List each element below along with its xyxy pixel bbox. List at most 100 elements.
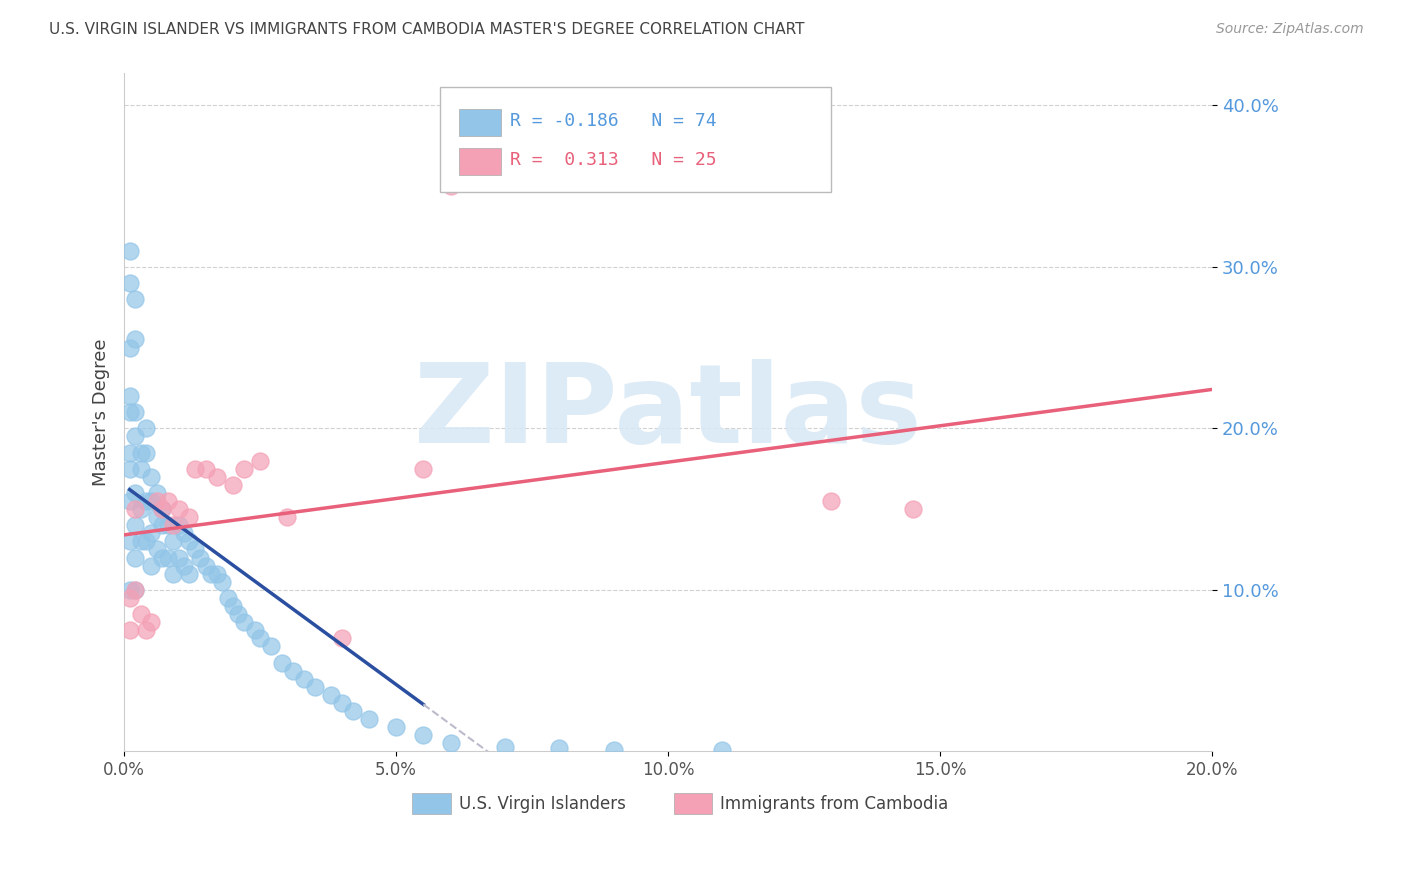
Text: U.S. Virgin Islanders: U.S. Virgin Islanders [460,795,626,813]
Point [118,405,141,419]
Point [162,534,184,549]
Bar [673,793,711,814]
Point [217,591,239,605]
Point [232,461,254,475]
Point [357,712,380,726]
Point [548,741,571,756]
Text: R =  0.313   N = 25: R = 0.313 N = 25 [510,151,717,169]
Point [118,276,141,290]
Point [179,566,201,581]
Point [118,534,141,549]
Point [330,632,353,646]
Point [211,574,233,589]
Point [141,470,163,484]
Point [124,486,146,500]
Point [118,582,141,597]
Point [124,429,146,443]
Point [276,510,298,524]
Point [820,494,842,508]
Point [118,591,141,605]
Point [494,739,516,754]
Point [205,566,228,581]
Point [141,494,163,508]
Point [292,672,315,686]
Point [118,624,141,638]
Point [129,461,152,475]
Point [150,502,173,516]
Point [901,502,924,516]
Point [118,461,141,475]
Point [118,341,141,355]
Bar [460,147,501,175]
Point [124,550,146,565]
Point [167,518,190,533]
Point [439,179,461,194]
Point [141,526,163,541]
Point [194,461,217,475]
Point [243,624,266,638]
Point [129,607,152,621]
Point [129,534,152,549]
Y-axis label: Master's Degree: Master's Degree [93,338,110,486]
Point [146,510,169,524]
Point [150,502,173,516]
Point [124,582,146,597]
Point [135,624,157,638]
Point [124,405,146,419]
Point [439,736,461,750]
Point [156,550,179,565]
Point [173,526,195,541]
Point [118,389,141,403]
Point [249,632,271,646]
Bar [460,109,501,136]
Point [129,502,152,516]
Text: Source: ZipAtlas.com: Source: ZipAtlas.com [1216,22,1364,37]
Point [711,743,734,757]
Point [184,542,207,557]
Point [281,664,304,678]
Text: Immigrants from Cambodia: Immigrants from Cambodia [720,795,949,813]
Point [228,607,250,621]
Point [179,534,201,549]
Point [129,445,152,459]
Point [150,518,173,533]
Point [194,558,217,573]
Point [156,518,179,533]
Point [412,461,434,475]
Point [118,494,141,508]
Point [156,494,179,508]
Point [179,510,201,524]
Point [146,494,169,508]
FancyBboxPatch shape [440,87,831,192]
Point [162,518,184,533]
Point [141,558,163,573]
Point [260,640,283,654]
Point [342,704,364,718]
Point [146,542,169,557]
Point [385,720,408,734]
Point [173,558,195,573]
Point [124,502,146,516]
Point [135,494,157,508]
Point [200,566,222,581]
Point [124,292,146,306]
Point [135,445,157,459]
Point [124,518,146,533]
Point [222,478,245,492]
Point [222,599,245,613]
Point [150,550,173,565]
Point [249,453,271,467]
Point [232,615,254,629]
Point [146,486,169,500]
Point [271,656,294,670]
Point [162,566,184,581]
Point [319,688,342,702]
Text: R = -0.186   N = 74: R = -0.186 N = 74 [510,112,717,130]
Point [124,582,146,597]
Point [118,244,141,258]
Point [135,421,157,435]
Text: U.S. VIRGIN ISLANDER VS IMMIGRANTS FROM CAMBODIA MASTER'S DEGREE CORRELATION CHA: U.S. VIRGIN ISLANDER VS IMMIGRANTS FROM … [49,22,804,37]
Text: ZIPatlas: ZIPatlas [415,359,922,466]
Point [167,502,190,516]
Point [167,550,190,565]
